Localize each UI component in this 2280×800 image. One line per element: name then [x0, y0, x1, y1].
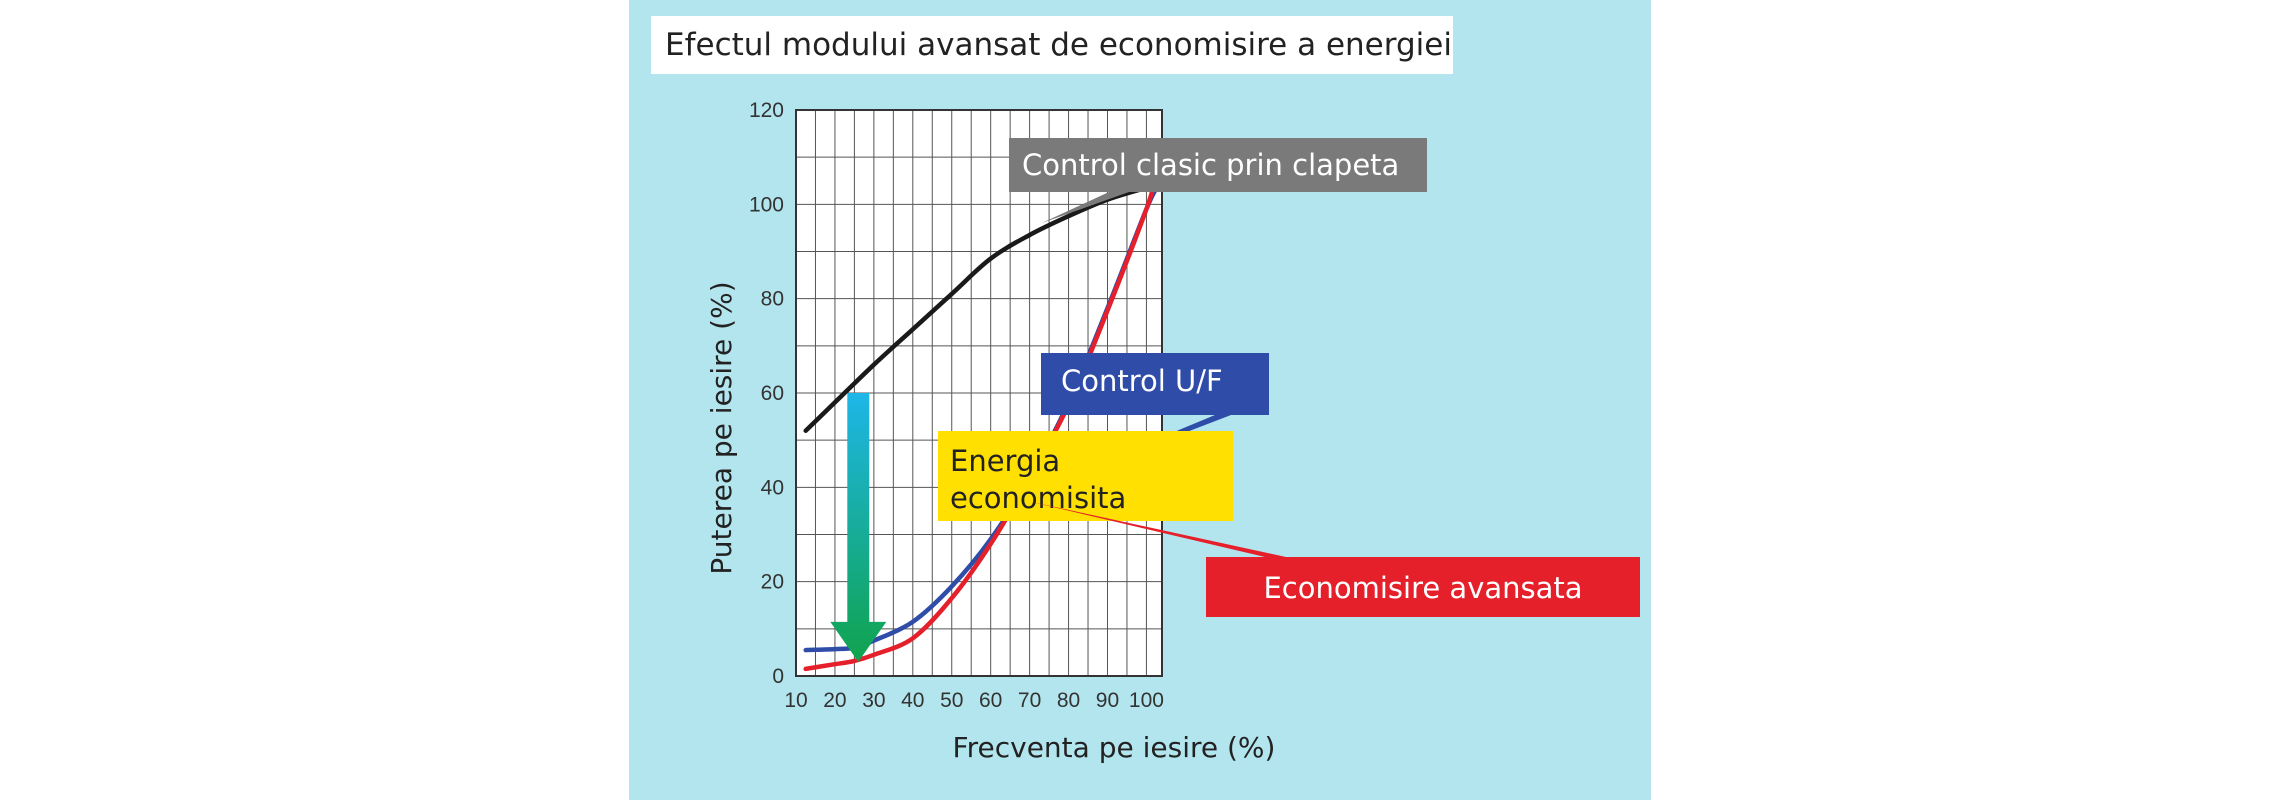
down-arrow-icon: [830, 393, 887, 662]
x-tick-label: 40: [901, 689, 924, 712]
x-tick-label: 50: [940, 689, 963, 712]
y-tick-label: 20: [761, 571, 784, 594]
saved-energy-arrow: [830, 393, 887, 662]
callout-text: Control clasic prin clapeta: [1022, 148, 1399, 182]
chart-panel: Efectul modului avansat de economisire a…: [629, 0, 1651, 800]
callout-control-clasic: Control clasic prin clapeta: [1009, 138, 1427, 224]
x-tick-label: 10: [784, 689, 807, 712]
x-tick-label: 70: [1018, 689, 1041, 712]
x-tick-label: 100: [1129, 689, 1164, 712]
chart-svg: 10 20 30 40 50 60 70 80 90 100 0 20 40 60 80 100 120 Con…: [705, 99, 1640, 764]
x-tick-label: 90: [1096, 689, 1119, 712]
y-tick-label: 100: [749, 193, 784, 216]
callout-box: [938, 431, 1233, 521]
x-tick-label: 80: [1057, 689, 1080, 712]
x-tick-label: 60: [979, 689, 1002, 712]
callout-box: [1041, 353, 1269, 415]
callout-box: [1206, 557, 1640, 617]
x-axis-title: Frecventa pe iesire (%): [953, 731, 1276, 764]
callout-box: [1009, 138, 1427, 192]
y-tick-label: 0: [772, 665, 784, 688]
x-tick-label: 20: [823, 689, 846, 712]
annotations: Control clasic prin clapeta Control U/F En…: [938, 138, 1640, 617]
x-tick-label: 30: [862, 689, 885, 712]
callout-text: Economisire avansata: [1263, 571, 1582, 605]
callout-text: Energia: [950, 444, 1060, 478]
series-line-clapeta: [803, 183, 1161, 433]
y-tick-label: 120: [749, 99, 784, 122]
callout-pointer: [1041, 192, 1129, 224]
series-line-economisire: [803, 173, 1159, 672]
chart-title: Efectul modului avansat de economisire a…: [651, 16, 1453, 74]
y-tick-label: 40: [761, 476, 784, 499]
y-tick-label: 60: [761, 382, 784, 405]
y-axis-title: Puterea pe iesire (%): [705, 281, 738, 574]
callout-text: economisita: [950, 481, 1126, 515]
y-tick-label: 80: [761, 288, 784, 311]
tick-labels: 10 20 30 40 50 60 70 80 90 100 0 20 40 60 80 100 120: [749, 99, 1164, 712]
callout-text: Control U/F: [1061, 364, 1223, 398]
